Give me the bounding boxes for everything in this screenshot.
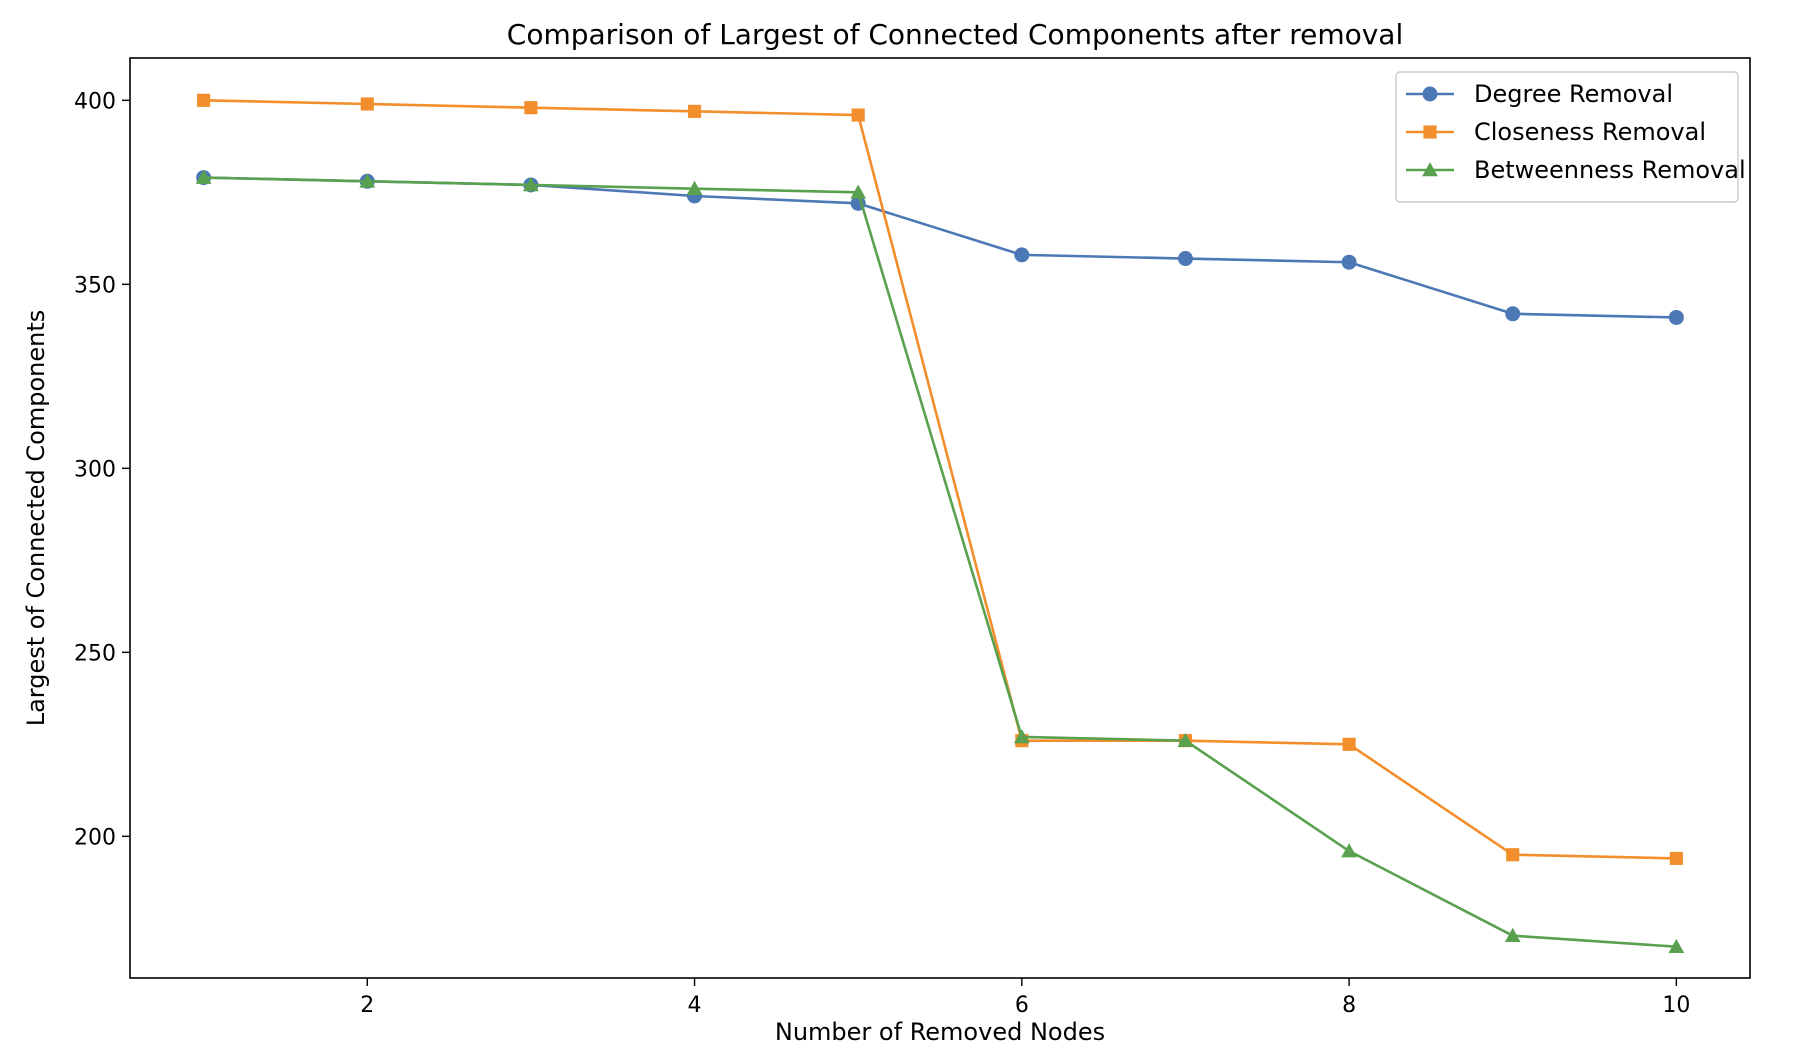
y-tick-label: 400	[74, 89, 116, 114]
y-tick-label: 300	[74, 457, 116, 482]
legend-item-betweenness-removal: Betweenness Removal	[1406, 156, 1746, 184]
y-tick-label: 200	[74, 825, 116, 850]
y-tick-label: 350	[74, 273, 116, 298]
x-tick-label: 10	[1662, 993, 1690, 1018]
data-point-betweenness-removal	[195, 169, 212, 184]
legend-box	[1395, 71, 1739, 203]
data-point-closeness-removal	[524, 101, 538, 115]
series-line-closeness-removal	[203, 99, 1677, 860]
series-lines	[195, 93, 1685, 954]
data-point-degree-removal	[1177, 251, 1193, 267]
x-tick-label: 6	[1015, 993, 1029, 1018]
legend-item-degree-removal: Degree Removal	[1406, 80, 1673, 108]
legend-item-closeness-removal: Closeness Removal	[1406, 118, 1706, 146]
legend: Degree Removal Closeness Removal Betweenne…	[1395, 71, 1746, 203]
plot-frame	[129, 57, 1751, 979]
axis-ticks: 2 4 6 8 10 200 250 300 350 400	[74, 89, 1690, 1018]
legend-label: Betweenness Removal	[1474, 156, 1746, 184]
data-point-betweenness-removal	[359, 173, 376, 188]
data-point-degree-removal	[1014, 247, 1030, 263]
data-point-betweenness-removal	[850, 184, 867, 199]
data-point-betweenness-removal	[1177, 732, 1194, 747]
data-point-closeness-removal	[1342, 737, 1356, 751]
data-point-closeness-removal	[197, 93, 211, 107]
series-line-betweenness-removal	[203, 176, 1677, 949]
data-point-closeness-removal	[1669, 851, 1683, 865]
data-point-betweenness-removal	[1504, 927, 1521, 942]
x-tick-label: 8	[1342, 993, 1356, 1018]
data-point-betweenness-removal	[523, 177, 539, 192]
legend-label: Degree Removal	[1474, 80, 1673, 108]
y-tick-label: 250	[74, 641, 116, 666]
x-tick-label: 2	[360, 993, 374, 1018]
series-closeness-removal	[197, 93, 1683, 865]
legend-label: Closeness Removal	[1474, 118, 1706, 146]
data-point-betweenness-removal	[1668, 938, 1685, 954]
data-point-degree-removal	[1505, 306, 1521, 322]
data-point-closeness-removal	[1506, 848, 1520, 862]
data-point-closeness-removal	[360, 97, 374, 111]
data-point-closeness-removal	[687, 104, 702, 118]
chart-title: Comparison of Largest of Connected Compo…	[507, 18, 1403, 51]
data-point-betweenness-removal	[1341, 843, 1357, 858]
legend-swatch-marker	[1422, 162, 1438, 177]
data-point-closeness-removal	[851, 108, 865, 122]
data-point-degree-removal	[1341, 254, 1357, 270]
y-axis-label: Largest of Connected Components	[22, 310, 50, 727]
data-point-betweenness-removal	[1013, 729, 1030, 744]
legend-swatch-marker	[1423, 125, 1437, 139]
x-tick-label: 4	[688, 993, 702, 1018]
data-point-degree-removal	[1668, 309, 1684, 325]
x-axis-label: Number of Removed Nodes	[775, 1018, 1105, 1046]
legend-swatch-marker	[1422, 86, 1438, 102]
series-betweenness-removal	[195, 169, 1685, 954]
data-point-betweenness-removal	[686, 180, 703, 195]
